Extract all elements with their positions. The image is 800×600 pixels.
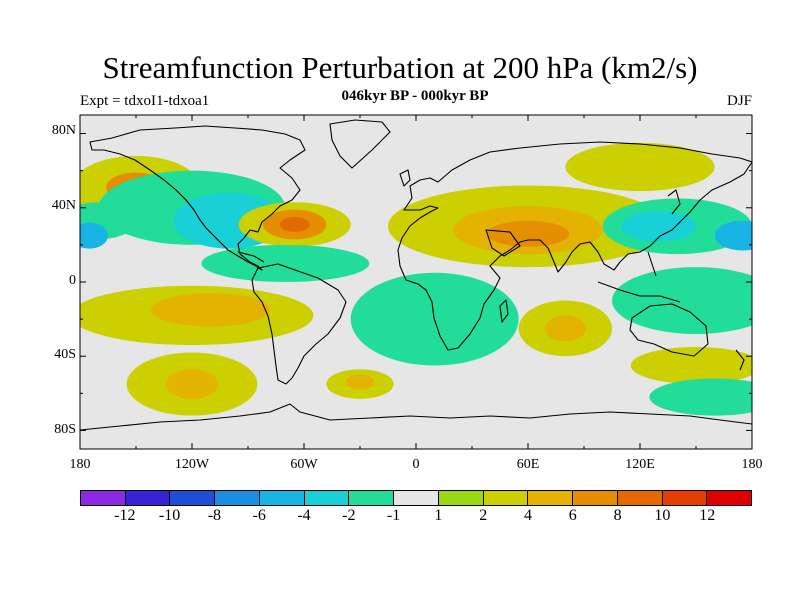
coastline-australia xyxy=(629,303,709,357)
colorbar-swatch-14 xyxy=(707,491,752,505)
colorbar-swatch-6 xyxy=(349,491,395,505)
coastline-south-america xyxy=(251,263,347,385)
colorbar-label: 10 xyxy=(654,507,671,524)
colorbar-label: -10 xyxy=(158,507,181,524)
coastline-greenland xyxy=(329,119,391,169)
colorbar-label: -4 xyxy=(297,507,311,524)
colorbar-swatch-4 xyxy=(259,491,305,505)
colorbar-swatch-8 xyxy=(438,491,484,505)
colorbar-swatch-0 xyxy=(81,491,126,505)
colorbar-swatch-5 xyxy=(304,491,350,505)
colorbar-swatch-7 xyxy=(394,491,439,505)
colorbar-swatch-11 xyxy=(573,491,618,505)
lon-label-60e: 60E xyxy=(516,457,540,472)
lat-label-40s: 40S xyxy=(54,347,76,362)
figure-title: Streamfunction Perturbation at 200 hPa (… xyxy=(102,50,698,85)
coastline-cuba xyxy=(237,251,265,263)
colorbar-label: 12 xyxy=(699,507,716,524)
lon-label-60w: 60W xyxy=(290,457,318,472)
colorbar-label: 2 xyxy=(479,507,488,524)
axis-ticks xyxy=(79,115,753,449)
colorbar-label: -8 xyxy=(207,507,222,524)
anomaly-patch-21 xyxy=(544,315,586,342)
colorbar xyxy=(80,490,752,506)
figure-subtitle: 046kyr BP - 000kyr BP xyxy=(341,88,489,104)
coastline-british-isles xyxy=(399,169,411,187)
lon-label-180e: 180 xyxy=(741,457,763,472)
colorbar-swatch-1 xyxy=(125,491,171,505)
season-label: DJF xyxy=(726,93,752,109)
experiment-label: Expt = tdxoI1-tdxoa1 xyxy=(80,93,210,109)
anomaly-patch-24 xyxy=(714,220,752,251)
coastline-philippines xyxy=(647,251,657,277)
colorbar-label: -2 xyxy=(342,507,356,524)
anomaly-patch-8 xyxy=(279,217,310,232)
lat-label-80n: 80N xyxy=(51,123,76,138)
anomaly-patch-28 xyxy=(565,142,715,192)
coastline-antarctica xyxy=(80,403,752,431)
lon-label-180w: 180 xyxy=(69,457,91,472)
contour-fill-layer xyxy=(80,142,752,416)
anomaly-patch-26 xyxy=(630,346,752,385)
colorbar-swatch-12 xyxy=(617,491,663,505)
lon-label-120e: 120E xyxy=(625,457,655,472)
coastline-north-america xyxy=(89,125,306,271)
coastline-indonesia xyxy=(597,281,681,303)
colorbar-swatch-10 xyxy=(528,491,574,505)
lon-label-120w: 120W xyxy=(174,457,210,472)
colorbar-label: -12 xyxy=(114,507,136,524)
colorbar-label: 4 xyxy=(524,507,532,524)
colorbar-label: 1 xyxy=(434,507,443,524)
colorbar-swatch-9 xyxy=(483,491,529,505)
anomaly-patch-18 xyxy=(486,220,570,247)
colorbar-label: -1 xyxy=(386,507,401,524)
anomaly-patch-13 xyxy=(165,369,219,399)
anomaly-patch-9 xyxy=(201,244,370,282)
coastline-layer xyxy=(80,119,752,431)
colorbar-swatch-13 xyxy=(662,491,708,505)
anomaly-patch-3 xyxy=(80,222,108,249)
colorbar-label: 8 xyxy=(613,507,622,524)
lat-label-40n: 40N xyxy=(51,198,76,213)
anomaly-patch-11 xyxy=(150,293,271,327)
anomaly-patch-25 xyxy=(612,267,752,334)
lat-label-equator: 0 xyxy=(69,273,76,288)
anomaly-patch-15 xyxy=(345,374,375,390)
colorbar-label: 6 xyxy=(568,507,577,524)
anomaly-patch-27 xyxy=(649,378,752,416)
coastline-japan xyxy=(667,189,681,215)
colorbar-swatch-2 xyxy=(170,491,216,505)
coastline-eurasia-africa xyxy=(397,141,752,351)
coastline-arabia xyxy=(485,229,521,257)
coastline-madagascar xyxy=(499,299,509,323)
lat-label-80s: 80S xyxy=(54,422,76,437)
coastline-new-zealand xyxy=(735,349,745,371)
colorbar-label: -6 xyxy=(252,507,266,524)
anomaly-patch-23 xyxy=(621,211,697,242)
colorbar-swatch-3 xyxy=(215,491,260,505)
lon-label-0: 0 xyxy=(412,457,420,472)
